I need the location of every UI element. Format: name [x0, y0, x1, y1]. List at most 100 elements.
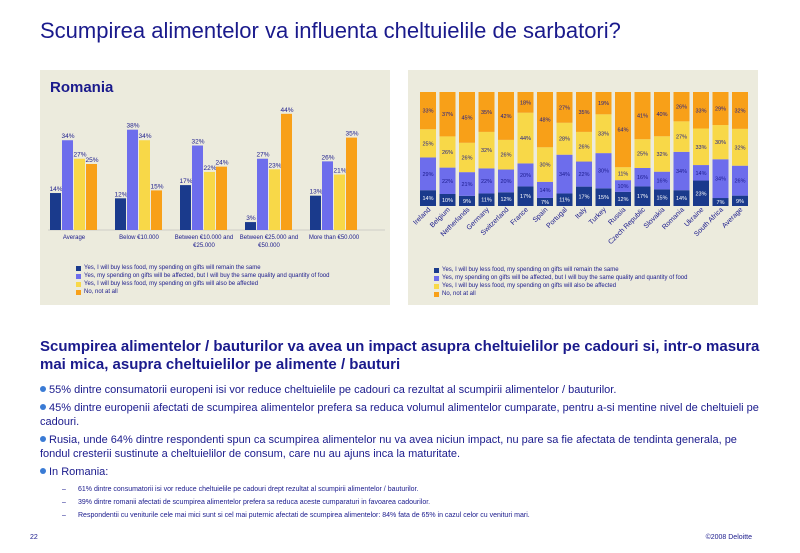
data-label: 18%	[520, 100, 531, 106]
stacked-bar-segment	[634, 92, 651, 140]
stacked-bar-segment	[498, 139, 514, 170]
data-label: 15%	[598, 195, 609, 201]
countries-chart-panel: 14% 29% 25% 33% Ireland 10% 22% 26% 37% Belgium 9%…	[408, 70, 758, 305]
romania-chart-panel: Romania 14% 34% 27% 25% Average 12% 38% 34% 15% Be…	[40, 70, 390, 305]
data-label: 34%	[715, 177, 726, 183]
stacked-bar-segment	[595, 92, 612, 115]
data-label: 30%	[715, 140, 726, 146]
legend-swatch	[76, 289, 81, 295]
sub-bullet-list: –61% dintre consumatorii isi vor reduce …	[62, 483, 760, 522]
data-label: 26%	[461, 155, 472, 161]
data-label: 27%	[73, 152, 86, 159]
legend-label: Yes, I will buy less food, my spending o…	[84, 265, 261, 271]
bar	[139, 140, 150, 230]
data-label: 26%	[734, 179, 745, 185]
data-label: 17%	[179, 178, 192, 185]
data-label: 12%	[617, 197, 628, 203]
bar	[192, 145, 203, 230]
romania-chart-legend: Yes, I will buy less food, my spending o…	[76, 264, 329, 296]
page-number: 22	[30, 534, 38, 541]
copyright: ©2008 Deloitte	[705, 534, 752, 541]
legend-swatch	[434, 291, 439, 297]
category-label: Czech Republic	[607, 206, 647, 246]
stacked-bar-segment	[732, 128, 748, 166]
stacked-bar-segment	[576, 161, 592, 187]
bar	[310, 195, 321, 230]
legend-label: Yes, my spending on gifts will be affect…	[442, 275, 688, 281]
data-label: 32%	[656, 152, 667, 158]
stacked-bar-segment	[478, 131, 495, 169]
stacked-bar-segment	[420, 92, 436, 130]
data-label: 11%	[481, 198, 492, 204]
legend-label: Yes, I will buy less food, my spending o…	[84, 281, 259, 287]
data-label: 22%	[578, 172, 589, 178]
stacked-bar-segment	[615, 92, 631, 168]
legend-item: No, not at all	[76, 288, 329, 296]
stacked-bar-segment	[732, 165, 748, 196]
data-label: 33%	[695, 108, 706, 114]
countries-stacked-chart: 14%29%25%33%Ireland10%22%26%37%Belgium9%…	[412, 92, 748, 246]
legend-label: Yes, I will buy less food, my spending o…	[442, 283, 617, 289]
bar	[86, 164, 97, 230]
stacked-bar-segment	[634, 168, 651, 187]
data-label: 17%	[637, 194, 648, 200]
stacked-bar-segment	[420, 190, 436, 206]
stacked-bar-segment	[693, 128, 709, 166]
data-label: 14%	[49, 186, 62, 193]
data-label: 32%	[734, 145, 745, 151]
data-label: 21%	[333, 168, 346, 175]
legend-swatch	[76, 265, 81, 271]
data-label: 20%	[500, 179, 511, 185]
data-label: 10%	[442, 198, 453, 204]
stacked-bar-segment	[556, 154, 573, 194]
legend-label: Yes, I will buy less food, my spending o…	[442, 267, 619, 273]
data-label: 17%	[578, 194, 589, 200]
stacked-bar-segment	[498, 192, 514, 206]
bullet-item: 45% dintre europenii afectati de scumpir…	[40, 402, 759, 428]
stacked-bar-segment	[673, 92, 690, 122]
data-label: 44%	[280, 107, 293, 114]
stacked-bar-segment	[420, 129, 436, 158]
stacked-bar-segment	[595, 188, 612, 206]
data-label: 3%	[246, 215, 256, 222]
category-label: Between €10.000 and	[175, 235, 233, 241]
stacked-bar-segment	[673, 151, 690, 191]
category-label: Spain	[532, 206, 550, 224]
legend-item: Yes, I will buy less food, my spending o…	[434, 266, 687, 274]
stacked-bar-segment	[712, 125, 729, 160]
dash-icon: –	[62, 499, 66, 506]
data-label: 38%	[126, 123, 139, 130]
data-label: 9%	[736, 199, 744, 205]
stacked-bar-segment	[693, 92, 709, 129]
legend-swatch	[434, 275, 439, 281]
bar	[322, 161, 333, 230]
legend-item: No, not at all	[434, 290, 687, 298]
stacked-bar-segment	[654, 136, 670, 172]
stacked-bar-segment	[595, 114, 612, 154]
stacked-bar-segment	[615, 167, 631, 181]
category-label: More than €50.000	[309, 235, 360, 241]
stacked-bar-segment	[693, 165, 709, 181]
data-label: 27%	[256, 152, 269, 159]
data-label: 26%	[676, 105, 687, 111]
category-label: €25.000	[193, 243, 215, 249]
data-label: 41%	[637, 114, 648, 120]
data-label: 27%	[676, 135, 687, 141]
bar	[216, 166, 227, 230]
data-label: 35%	[345, 131, 358, 138]
stacked-bar-segment	[673, 121, 690, 152]
data-label: 33%	[598, 132, 609, 138]
data-label: 12%	[500, 197, 511, 203]
stacked-bar-segment	[576, 186, 592, 206]
data-label: 64%	[617, 128, 628, 134]
bullet-item: 55% dintre consumatorii europeni isi vor…	[40, 383, 760, 397]
data-label: 26%	[578, 145, 589, 151]
sub-bullet-item: –61% dintre consumatorii isi vor reduce …	[62, 483, 760, 496]
data-label: 44%	[520, 136, 531, 142]
data-label: 14%	[539, 188, 550, 194]
data-label: 16%	[656, 179, 667, 185]
stacked-bar-segment	[439, 136, 456, 168]
slide-title: Scumpirea alimentelor va influenta chelt…	[40, 18, 621, 43]
stacked-bar-segment	[537, 181, 553, 198]
bar	[180, 185, 191, 230]
